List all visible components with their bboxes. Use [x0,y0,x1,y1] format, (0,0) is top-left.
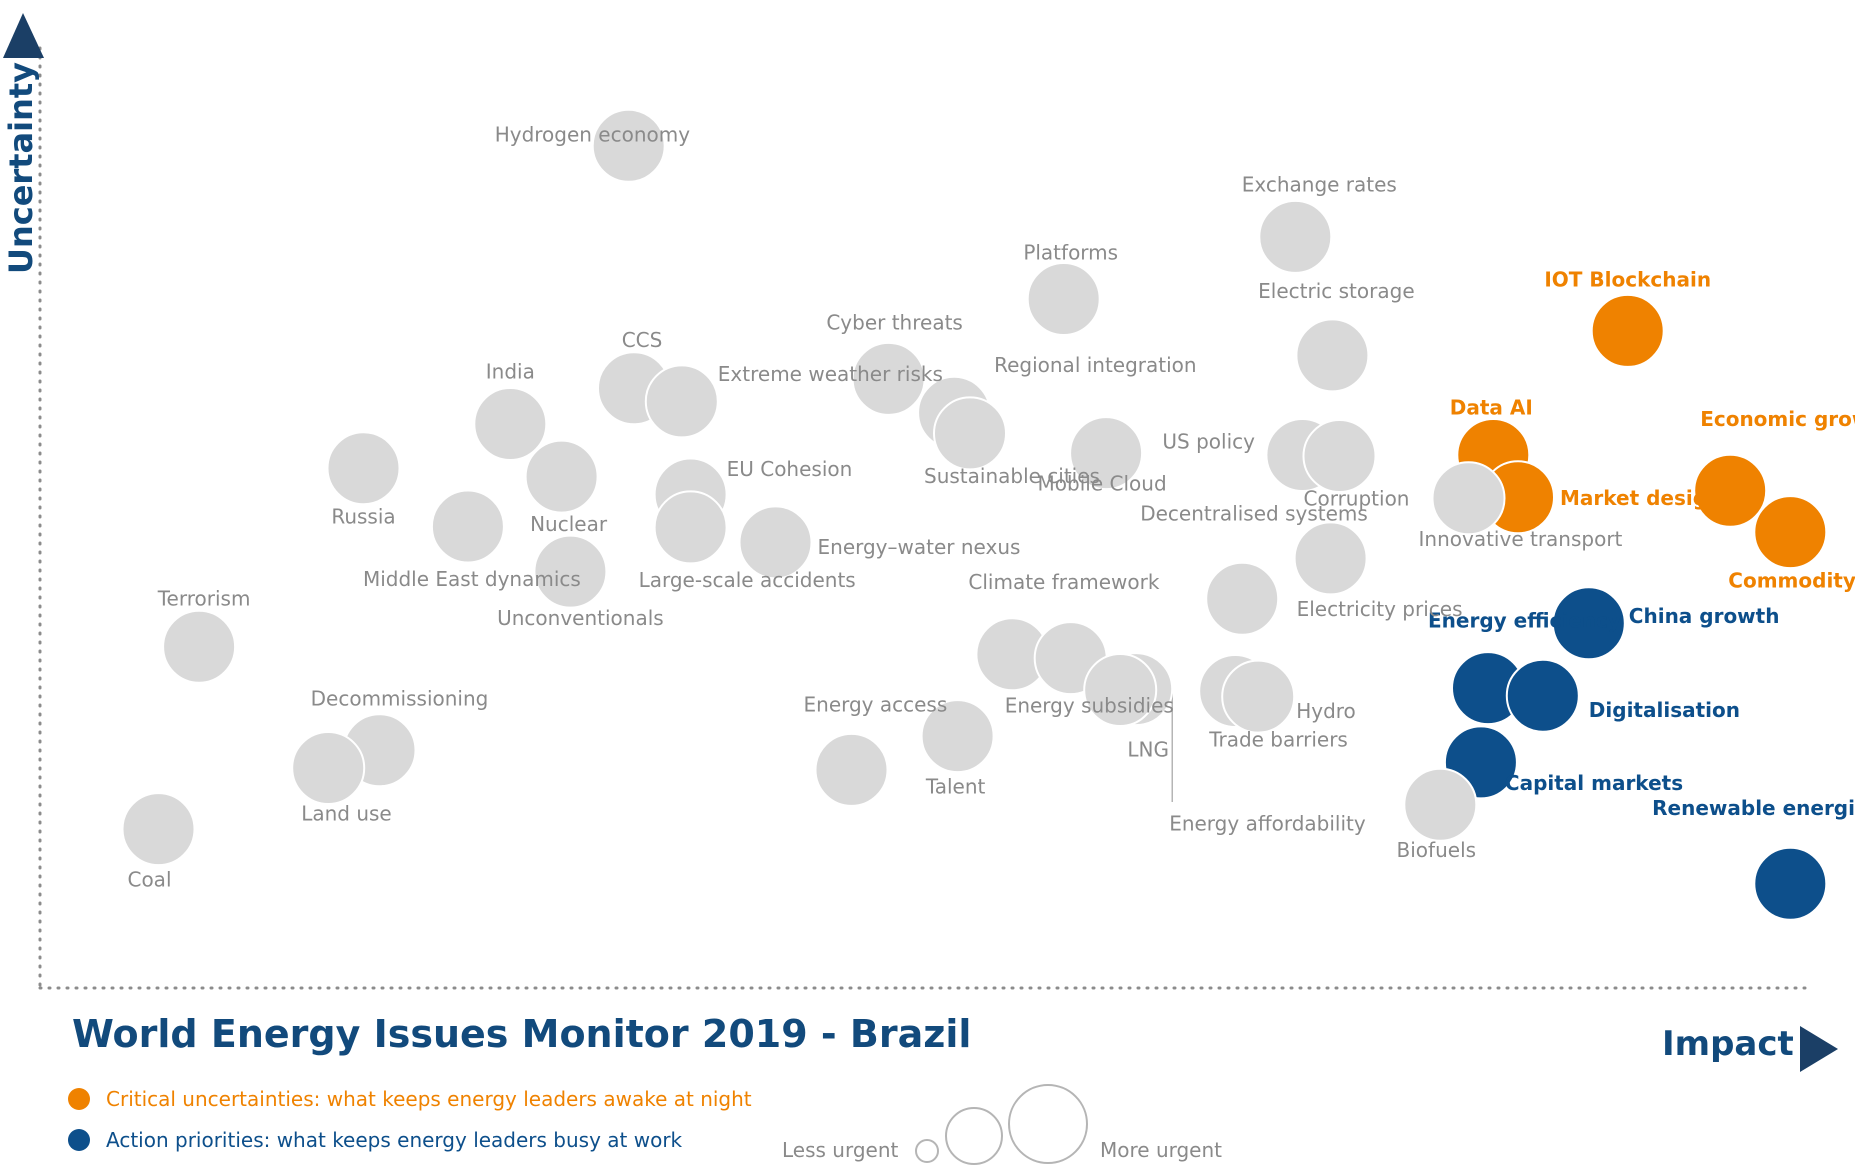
label-us-policy: US policy [1162,430,1255,454]
label-unconventionals: Unconventionals [497,606,664,630]
bubble-iot-blockchain [1590,293,1665,368]
legend-dot-critical [68,1088,90,1110]
label-eu-cohesion: EU Cohesion [727,457,853,481]
label-market-design: Market design [1560,486,1721,510]
legend-label-critical: Critical uncertainties: what keeps energ… [106,1087,752,1111]
bubble-russia [326,431,401,506]
legend-action: Action priorities: what keeps energy lea… [68,1128,682,1152]
x-axis-arrow-icon [1800,1026,1838,1072]
label-russia: Russia [331,505,395,529]
bubble-large-scale-accidents [653,490,728,565]
bubble-electricity-prices [1293,521,1368,596]
bubble-hydro [1221,659,1296,734]
bubble-renewable-energies [1753,846,1828,921]
bubble-electric-storage [1295,318,1370,393]
label-economic-growth: Economic growth [1700,407,1855,431]
size-legend [915,1084,1088,1165]
label-commodity-prices: Commodity Prices [1728,569,1855,593]
bubble-energy-water-nexus [738,505,813,580]
label-electric-storage: Electric storage [1258,279,1414,303]
size-legend-small-circle [915,1139,939,1163]
bubbles-layer [121,108,1828,921]
label-hydro: Hydro [1296,699,1356,723]
label-electricity-prices: Electricity prices [1297,597,1463,621]
label-decentralised-systems: Decentralised systems [1140,501,1368,525]
label-innovative-transport: Innovative transport [1419,527,1623,551]
size-legend-more-label: More urgent [1100,1138,1223,1162]
label-extreme-weather-risks: Extreme weather risks [718,362,943,386]
label-climate-framework: Climate framework [968,570,1159,594]
bubble-terrorism [162,609,237,684]
label-ccs: CCS [622,328,663,352]
legend-critical: Critical uncertainties: what keeps energ… [68,1087,752,1111]
label-energy-access: Energy access [804,692,948,716]
label-trade-barriers: Trade barriers [1208,728,1348,752]
bubble-digitalisation [1505,658,1580,733]
label-renewable-energies: Renewable energies [1652,796,1855,820]
label-energy-subsidies: Energy subsidies [1005,694,1174,718]
labels-layer: IOT Blockchain Data AI Market design Econom… [127,122,1855,891]
label-cyber-threats: Cyber threats [826,310,963,334]
bubble-extreme-weather-risks [644,364,719,439]
y-axis-arrow-icon [3,13,44,58]
bubble-sustainable-cities [933,396,1007,471]
bubble-biofuels [1403,767,1478,842]
bubble-energy-affordability [1083,653,1158,727]
label-exchange-rates: Exchange rates [1242,172,1397,196]
label-terrorism: Terrorism [157,586,251,610]
label-hydrogen-economy: Hydrogen economy [495,122,691,146]
bubble-talent [920,699,995,774]
bubble-nuclear [524,439,599,514]
label-mobile-cloud: Mobile Cloud [1038,472,1167,496]
label-sustainable-cities: Sustainable cities [924,464,1100,488]
label-talent: Talent [925,775,986,799]
bubble-unconventionals [533,534,608,609]
size-legend-less-label: Less urgent [782,1138,899,1162]
label-land-use: Land use [301,802,392,826]
bubble-land-use [291,731,366,805]
bubble-middle-east-dynamics [430,489,505,564]
label-large-scale-accidents: Large-scale accidents [639,568,856,592]
bubble-coal [121,792,196,867]
label-coal: Coal [127,868,171,892]
size-legend-large-circle [1008,1084,1088,1164]
bubble-cyber-threats [851,341,926,416]
label-decommissioning: Decommissioning [311,687,489,711]
label-energy-efficiency: Energy efficiency [1428,609,1621,633]
label-digitalisation: Digitalisation [1589,698,1740,722]
bubble-china-growth [1551,586,1626,661]
bubble-decentralised-systems [1205,561,1280,636]
label-capital-markets: Capital markets [1505,771,1683,795]
label-nuclear: Nuclear [530,512,608,536]
bubble-platforms [1026,262,1101,336]
label-iot-blockchain: IOT Blockchain [1544,267,1711,291]
bubble-energy-access [814,732,889,807]
y-axis-label: Uncertainty [2,62,40,274]
bubble-commodity-prices [1753,495,1828,570]
label-china-growth: China growth [1629,604,1780,628]
label-regional-integration: Regional integration [994,353,1197,377]
label-lng: LNG [1127,738,1169,762]
label-data-ai: Data AI [1450,396,1533,420]
bubble-mobile-cloud [1069,416,1144,491]
legend-dot-action [68,1129,90,1151]
size-legend-medium-circle [945,1107,1003,1165]
label-biofuels: Biofuels [1397,838,1477,862]
bubble-innovative-transport [1431,461,1506,536]
label-energy-affordability: Energy affordability [1169,812,1366,836]
chart-title: World Energy Issues Monitor 2019 - Brazi… [72,1012,972,1056]
label-energy-water-nexus: Energy–water nexus [818,535,1021,559]
legend-label-action: Action priorities: what keeps energy lea… [106,1128,683,1152]
bubble-corruption [1302,419,1377,493]
bubble-india [473,387,548,461]
x-axis-label: Impact [1662,1024,1794,1064]
bubble-exchange-rates [1258,199,1333,274]
bubble-economic-growth [1693,453,1768,528]
label-platforms: Platforms [1023,241,1118,265]
label-middle-east-dynamics: Middle East dynamics [363,567,581,591]
bubble-hydrogen-economy [591,108,666,183]
label-india: India [486,360,535,384]
label-corruption: Corruption [1304,487,1410,511]
